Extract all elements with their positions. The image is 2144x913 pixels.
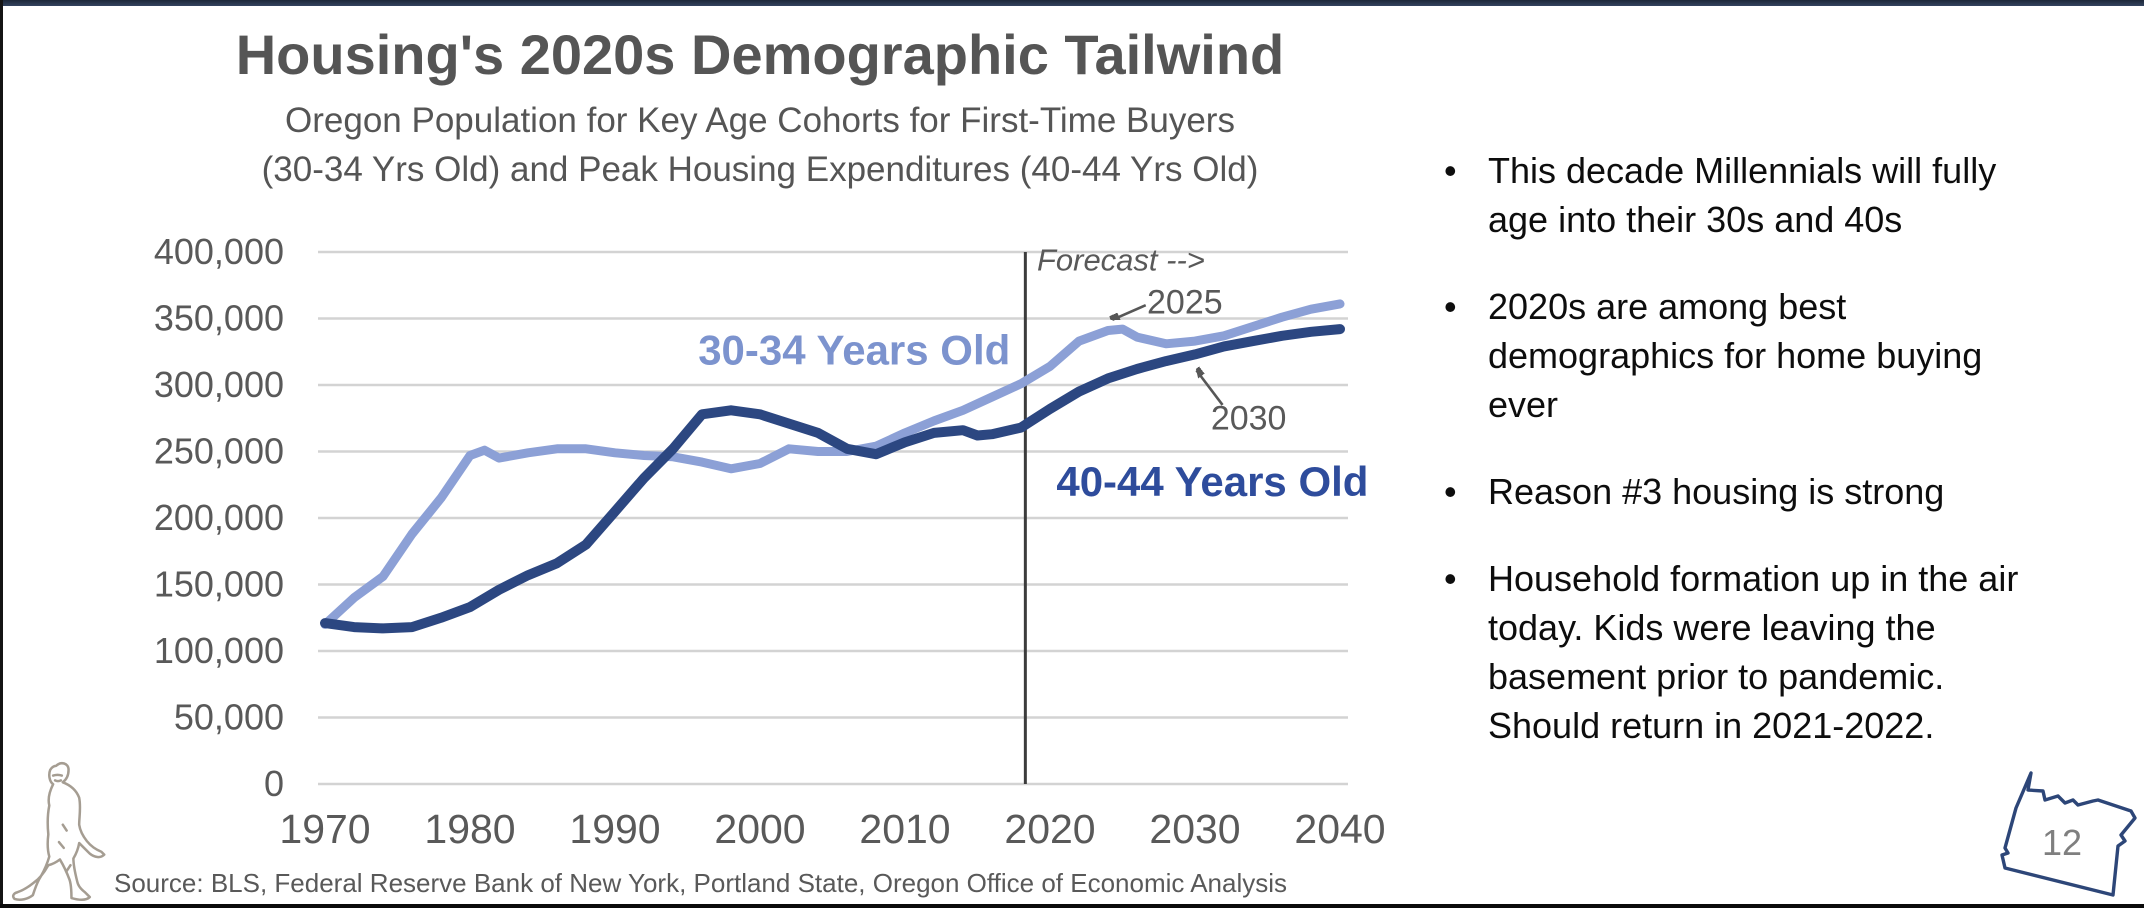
chart-subtitle-line2: (30-34 Yrs Old) and Peak Housing Expendi…	[261, 150, 1259, 189]
y-axis-label-50000: 50,000	[174, 697, 284, 738]
sasquatch-body-outline	[11, 761, 106, 901]
annotation-2030: 2030	[1211, 399, 1287, 437]
x-axis-label-2000: 2000	[714, 806, 805, 852]
y-axis-label-350000: 350,000	[154, 298, 284, 339]
x-axis-label-2040: 2040	[1294, 806, 1385, 852]
sasquatch-icon	[11, 761, 106, 901]
bullet-item: This decade Millennials will fully age i…	[1438, 146, 2028, 244]
bottom-frame-edge	[0, 904, 2144, 908]
bullet-list: This decade Millennials will fully age i…	[1438, 146, 2038, 788]
slide-title: Housing's 2020s Demographic Tailwind	[235, 23, 1285, 86]
y-axis-label-250000: 250,000	[154, 431, 284, 472]
y-axis-label-150000: 150,000	[154, 564, 284, 605]
x-axis-label-1970: 1970	[279, 806, 370, 852]
left-frame-edge	[0, 0, 3, 908]
chart-subtitle-line1: Oregon Population for Key Age Cohorts fo…	[285, 101, 1235, 140]
y-axis-label-0: 0	[264, 763, 284, 804]
oregon-outline-icon: 12	[2000, 771, 2137, 897]
source-note: Source: BLS, Federal Reserve Bank of New…	[114, 868, 1288, 898]
sasquatch-face-lines	[51, 773, 64, 783]
oregon-border	[2000, 771, 2137, 897]
x-axis-label-1980: 1980	[424, 806, 515, 852]
bullet-item: Reason #3 housing is strong	[1438, 467, 2028, 516]
top-border-bar	[0, 0, 2144, 6]
x-axis-label-1990: 1990	[569, 806, 660, 852]
page-number: 12	[2042, 822, 2082, 863]
series-label-40-44-years-old: 40-44 Years Old	[1056, 458, 1368, 505]
annotation-2025: 2025	[1147, 284, 1223, 322]
y-axis-label-200000: 200,000	[154, 497, 284, 538]
sasquatch-fur-lines	[57, 823, 72, 873]
annotation-arrow-2030	[1196, 370, 1224, 406]
series-label-30-34-years-old: 30-34 Years Old	[698, 326, 1010, 373]
bullet-item: Household formation up in the air today.…	[1438, 554, 2028, 750]
x-axis-label-2020: 2020	[1004, 806, 1095, 852]
series-line-40-44-years-old	[320, 324, 1345, 634]
x-axis-label-2030: 2030	[1149, 806, 1240, 852]
chart-subtitle: Oregon Population for Key Age Cohorts fo…	[80, 96, 1440, 194]
forecast-label: Forecast -->	[1037, 243, 1205, 278]
series-line-30-34-years-old	[320, 299, 1345, 629]
y-axis-label-400000: 400,000	[154, 231, 284, 272]
y-axis-label-100000: 100,000	[154, 630, 284, 671]
x-axis-label-2010: 2010	[859, 806, 950, 852]
bullet-item: 2020s are among best demographics for ho…	[1438, 282, 2028, 429]
annotation-arrow-2025	[1112, 304, 1147, 322]
y-axis-label-300000: 300,000	[154, 364, 284, 405]
